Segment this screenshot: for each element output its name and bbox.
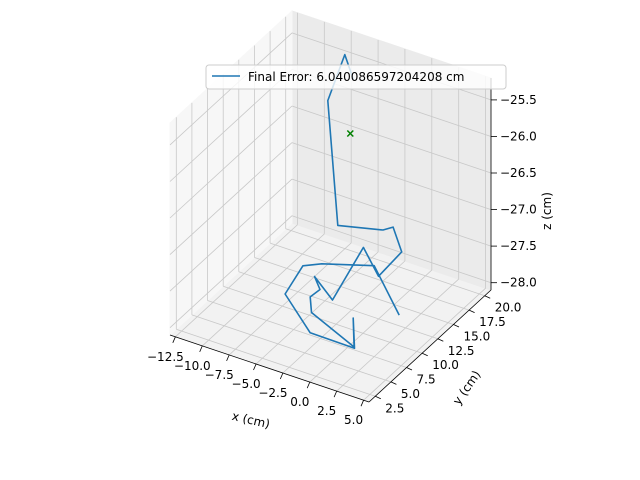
z-grid-back: [291, 142, 492, 210]
z-tick-label: −28.0: [500, 276, 537, 290]
x-axis-line: [169, 334, 370, 403]
z-grid-back: [291, 215, 492, 284]
y-grid-floor: [191, 314, 392, 383]
y-grid-floor: [176, 328, 376, 397]
z-tick-label: −27.0: [500, 203, 537, 217]
z-tick-label: −27.5: [500, 239, 537, 253]
x-grid-floor: [336, 278, 459, 392]
x-grid-floor: [228, 242, 352, 356]
left-pane: [169, 9, 293, 337]
x-grid-floor: [255, 251, 379, 365]
grid-lines: [169, 12, 492, 401]
x-grid-floor: [363, 287, 486, 401]
y-tick-mark: [453, 324, 460, 328]
y-tick-label: 2.5: [385, 401, 404, 415]
y-grid-floor: [285, 228, 485, 297]
z-grid-left: [169, 105, 293, 219]
y-grid-floor: [254, 257, 454, 325]
y-tick-label: 20.0: [495, 301, 522, 315]
y-tick-label: 15.0: [464, 330, 491, 344]
x-tick-mark: [306, 381, 311, 389]
x-grid-floor: [282, 260, 406, 374]
x-grid-floor: [175, 224, 298, 338]
y-tick-label: 10.0: [432, 358, 459, 372]
z-tick-label: −25.5: [500, 93, 537, 107]
x-grid-floor: [202, 233, 325, 347]
x-axis-label: x (cm): [231, 409, 272, 431]
y-tick-mark: [437, 338, 444, 342]
y-tick-mark: [406, 367, 413, 371]
z-axis-label: z (cm): [540, 192, 554, 230]
z-tick-label: −26.0: [500, 130, 537, 144]
y-tick-mark: [390, 381, 397, 385]
y-grid-floor: [223, 285, 423, 354]
y-tick-mark: [484, 295, 491, 299]
x-tick-mark: [172, 336, 176, 343]
x-tick-label: −10.0: [174, 359, 211, 373]
legend-label: Final Error: 6.040086597204208 cm: [248, 70, 464, 84]
y-tick-mark: [375, 395, 381, 400]
x-tick-label: −5.0: [232, 377, 261, 391]
x-grid-floor: [309, 269, 433, 383]
y-tick-mark: [422, 352, 428, 357]
tick-labels: −12.5−10.0−7.5−5.0−2.50.02.55.02.55.07.5…: [147, 93, 537, 427]
trajectory-line: [284, 53, 403, 350]
z-grid-left: [169, 178, 293, 292]
y-axis-label: y (cm): [450, 368, 484, 408]
z-grid-back: [291, 105, 492, 174]
y-tick-mark: [468, 309, 475, 313]
x-tick-mark: [360, 400, 364, 407]
x-tick-mark: [199, 345, 203, 353]
x-tick-label: 2.5: [317, 404, 336, 418]
y-grid-floor: [269, 242, 470, 311]
y-tick-label: 12.5: [448, 344, 475, 358]
x-tick-label: −7.5: [205, 368, 234, 382]
x-tick-mark: [279, 372, 284, 380]
x-tick-mark: [226, 354, 230, 362]
y-axis-line: [368, 289, 492, 403]
legend: Final Error: 6.040086597204208 cm: [205, 64, 507, 90]
x-tick-mark: [253, 363, 257, 371]
y-tick-label: 5.0: [401, 387, 420, 401]
x-tick-label: 5.0: [344, 413, 363, 427]
x-tick-label: −12.5: [147, 350, 184, 364]
axis-lines: [169, 78, 492, 403]
y-tick-label: 7.5: [417, 373, 436, 387]
legend-box: [205, 64, 507, 90]
y-tick-label: 17.5: [479, 315, 506, 329]
z-grid-back: [291, 178, 492, 247]
z-grid-left: [169, 215, 293, 328]
y-grid-floor: [238, 271, 438, 340]
data-layer: [284, 53, 403, 350]
z-grid-left: [169, 142, 293, 255]
x-tick-label: 0.0: [290, 395, 309, 409]
y-grid-floor: [207, 300, 407, 368]
target-marker-stroke: [346, 129, 354, 138]
x-tick-mark: [333, 390, 338, 398]
x-tick-label: −2.5: [258, 386, 287, 400]
target-marker: [346, 129, 354, 138]
z-tick-label: −26.5: [500, 166, 537, 180]
